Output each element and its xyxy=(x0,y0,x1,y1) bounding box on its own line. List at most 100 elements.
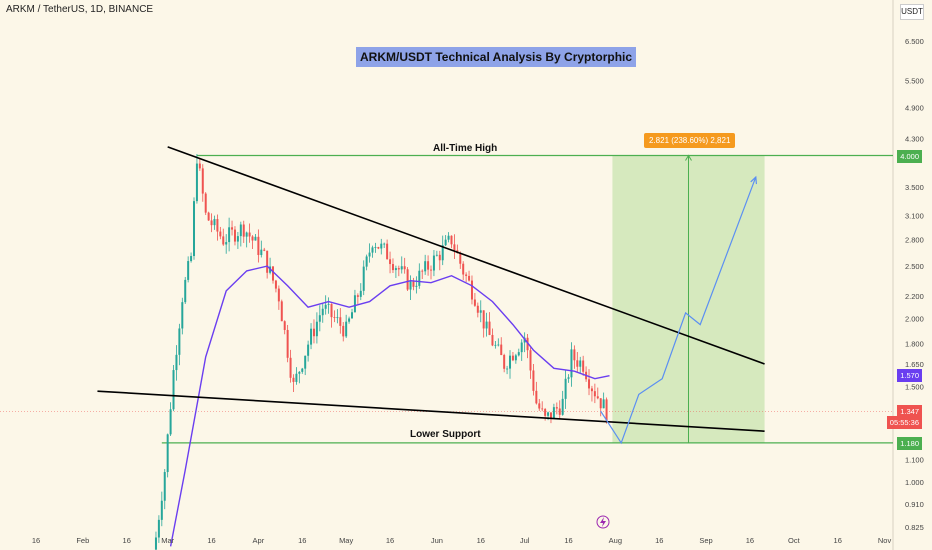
candle-body xyxy=(432,255,435,271)
candle-body xyxy=(397,268,400,270)
candle-body xyxy=(222,236,225,245)
price-tick-label: 1.650 xyxy=(905,360,924,369)
candle-body xyxy=(154,537,157,550)
candle-body xyxy=(535,390,538,404)
candle-body xyxy=(310,328,313,345)
price-tag-ma: 1.570 xyxy=(897,369,922,382)
price-tick-label: 0.825 xyxy=(905,523,924,532)
time-tick-label: 16 xyxy=(564,536,572,545)
candle-body xyxy=(157,519,160,538)
time-tick-label: 16 xyxy=(834,536,842,545)
price-tick-label: 4.900 xyxy=(905,104,924,113)
candle-body xyxy=(163,472,166,501)
price-tick-label: 5.500 xyxy=(905,77,924,86)
candle-body xyxy=(213,219,216,226)
candle-body xyxy=(450,235,453,245)
candle-body xyxy=(415,285,418,287)
candle-body xyxy=(403,266,406,270)
ath-label: All-Time High xyxy=(433,143,498,154)
candle-body xyxy=(605,399,608,421)
candle-body xyxy=(257,236,260,256)
candle-body xyxy=(588,379,591,389)
candle-body xyxy=(201,168,204,194)
projection-path xyxy=(600,176,757,445)
candle-body xyxy=(181,302,184,329)
candle-body xyxy=(336,317,339,319)
candle-body xyxy=(380,243,383,249)
candle-body xyxy=(593,391,596,397)
time-tick-label: 16 xyxy=(298,536,306,545)
candle-body xyxy=(470,280,473,300)
candle-body xyxy=(307,344,310,356)
candle-body xyxy=(514,355,517,361)
candle-body xyxy=(552,407,555,419)
time-tick-label: Mar xyxy=(161,536,174,545)
symbol-header[interactable]: ARKM / TetherUS, 1D, BINANCE xyxy=(6,4,154,15)
candle-body xyxy=(485,321,488,329)
candle-body xyxy=(277,288,280,302)
candle-body xyxy=(544,409,547,416)
time-tick-label: Feb xyxy=(76,536,89,545)
candle-body xyxy=(453,244,456,251)
price-tick-label: 3.100 xyxy=(905,212,924,221)
candle-body xyxy=(333,317,336,318)
candle-body xyxy=(210,220,213,226)
candle-body xyxy=(216,219,219,232)
candle-body xyxy=(178,328,181,355)
candle-body xyxy=(459,253,462,264)
time-tick-label: 16 xyxy=(386,536,394,545)
candle-body xyxy=(473,299,476,306)
candle-body xyxy=(430,269,433,271)
candle-body xyxy=(248,232,251,237)
candle-body xyxy=(596,396,599,399)
candle-body xyxy=(488,321,491,335)
price-tick-label: 2.800 xyxy=(905,235,924,244)
candle-body xyxy=(169,409,172,435)
projection-arrowhead xyxy=(750,175,758,185)
candle-body xyxy=(538,403,541,409)
candle-body xyxy=(254,236,257,241)
candle-body xyxy=(599,398,602,409)
candle-body xyxy=(386,243,389,260)
candle-body xyxy=(231,227,234,230)
price-tick-label: 1.100 xyxy=(905,455,924,464)
candle-body xyxy=(260,249,263,256)
candle-body xyxy=(579,360,582,367)
price-tag-support: 1.180 xyxy=(897,437,922,450)
price-tick-label: 3.500 xyxy=(905,183,924,192)
candle-body xyxy=(242,224,245,237)
candle-body xyxy=(207,212,210,221)
candle-body xyxy=(175,354,178,371)
candle-body xyxy=(280,301,283,322)
candle-body xyxy=(190,256,193,262)
candle-body xyxy=(409,281,412,290)
currency-badge[interactable]: USDT xyxy=(900,4,924,20)
candle-body xyxy=(465,274,468,276)
candle-body xyxy=(468,275,471,281)
candle-body xyxy=(555,407,558,409)
candle-body xyxy=(476,305,479,313)
candle-body xyxy=(547,412,550,416)
candle-body xyxy=(383,243,386,245)
candle-body xyxy=(526,337,529,351)
candle-body xyxy=(503,355,506,369)
candle-body xyxy=(418,270,421,286)
time-tick-label: 16 xyxy=(207,536,215,545)
price-tick-label: 1.000 xyxy=(905,478,924,487)
time-tick-label: Sep xyxy=(699,536,712,545)
candle-body xyxy=(348,318,351,322)
candle-body xyxy=(239,224,242,237)
candle-body xyxy=(549,412,552,419)
candle-body xyxy=(292,377,295,382)
candle-body xyxy=(327,304,330,305)
candle-body xyxy=(304,355,307,369)
time-tick-label: 16 xyxy=(655,536,663,545)
candle-body xyxy=(564,378,567,399)
candle-body xyxy=(295,373,298,382)
lightning-icon xyxy=(600,517,606,527)
candle-body xyxy=(204,193,207,213)
candle-body xyxy=(558,408,561,415)
candle-body xyxy=(233,229,236,242)
candle-body xyxy=(272,266,275,281)
